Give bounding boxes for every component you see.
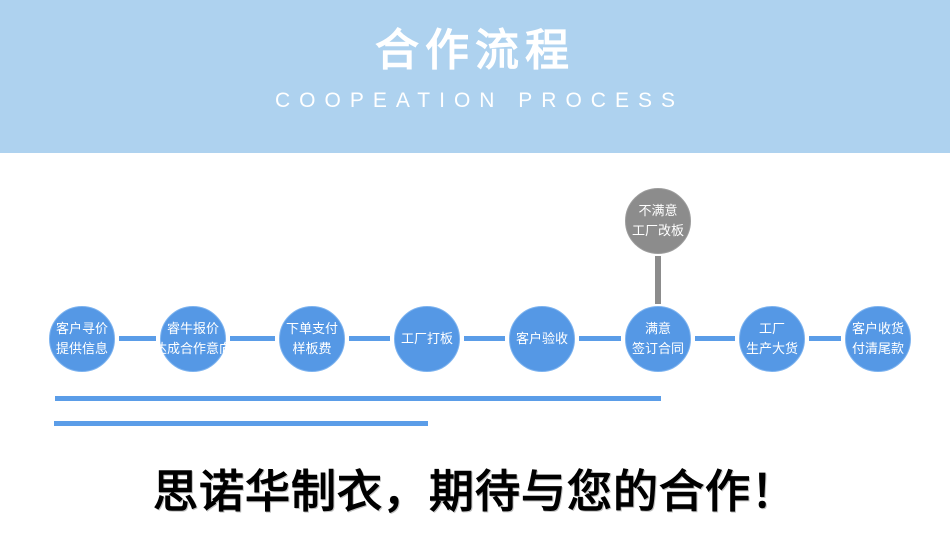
flow-node-label: 付清尾款	[851, 341, 904, 356]
flow-node-label: 样板费	[292, 341, 332, 356]
underline-bar-long	[55, 396, 661, 401]
flow-node-receive-pay-balance: 客户收货 付清尾款	[845, 306, 911, 372]
footer-slogan: 思诺华制衣，期待与您的合作！	[152, 467, 797, 517]
flow-node-label: 不满意	[638, 203, 678, 218]
flow-node-factory-sampling: 工厂打板	[394, 306, 460, 372]
flow-node-dissatisfied-rework: 不满意 工厂改板	[625, 188, 691, 254]
flow-node-label: 签订合同	[631, 341, 684, 356]
connector-vertical-gray	[655, 256, 661, 304]
flow-node-label: 工厂改板	[631, 223, 684, 238]
connector-7-8	[809, 336, 841, 341]
flow-node-label: 提供信息	[55, 341, 108, 356]
underline-bar-short	[54, 421, 428, 426]
flow-node-satisfied-sign-contract: 满意 签订合同	[625, 306, 691, 372]
flow-node-label: 工厂	[758, 321, 785, 336]
flow-node-customer-acceptance: 客户验收	[509, 306, 575, 372]
flow-node-label: 达成合作意向	[154, 341, 233, 356]
flow-node-order-sample-fee: 下单支付 样板费	[279, 306, 345, 372]
connector-1-2	[119, 336, 156, 341]
connector-3-4	[349, 336, 390, 341]
flow-node-label: 客户收货	[851, 321, 904, 336]
flow-node-customer-inquiry: 客户寻价 提供信息	[49, 306, 115, 372]
flow-node-label: 客户验收	[515, 331, 568, 346]
connector-2-3	[230, 336, 275, 341]
flow-node-label: 下单支付	[285, 321, 338, 336]
page-title: 合作流程	[375, 26, 575, 75]
flow-node-label: 工厂打板	[400, 331, 453, 346]
process-flow-diagram: 不满意 工厂改板 客户寻价 提供信息 睿牛报价 达成合作意向 下单支付 样板费 …	[0, 153, 950, 453]
flow-node-label: 生产大货	[745, 341, 798, 356]
flow-node-label: 客户寻价	[55, 321, 108, 336]
connector-5-6	[579, 336, 621, 341]
flow-node-mass-production: 工厂 生产大货	[739, 306, 805, 372]
header-banner: 合作流程 COOPEATION PROCESS	[0, 0, 950, 153]
page-subtitle: COOPEATION PROCESS	[275, 89, 684, 112]
flow-node-quote-intention: 睿牛报价 达成合作意向	[154, 306, 232, 372]
connector-4-5	[464, 336, 505, 341]
connector-6-7	[695, 336, 735, 341]
flow-node-label: 睿牛报价	[166, 321, 219, 336]
flow-node-label: 满意	[644, 321, 671, 336]
